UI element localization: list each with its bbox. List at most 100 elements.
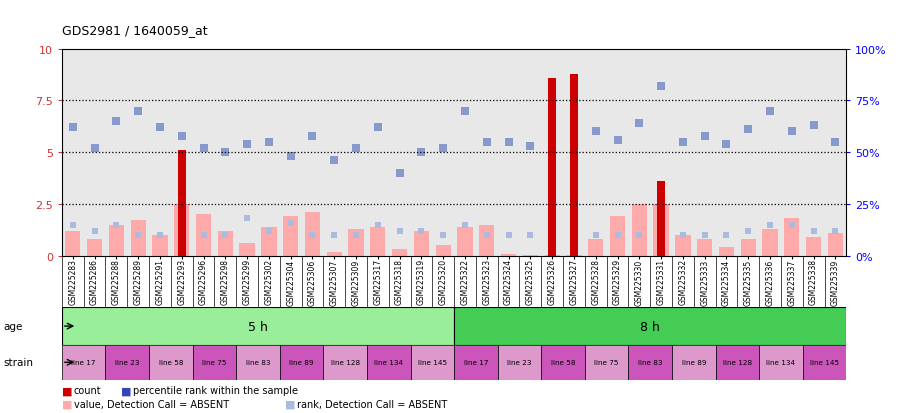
- Bar: [196, 215, 211, 256]
- Text: ■: ■: [285, 399, 296, 409]
- Bar: [370, 227, 386, 256]
- Bar: [130, 221, 146, 256]
- Text: GSM225319: GSM225319: [417, 259, 426, 305]
- Bar: [458, 227, 472, 256]
- Bar: [571, 74, 578, 256]
- Text: GSM225318: GSM225318: [395, 259, 404, 304]
- Text: line 83: line 83: [246, 359, 270, 366]
- Bar: [629, 345, 672, 380]
- Text: GSM225286: GSM225286: [90, 259, 99, 304]
- Bar: [759, 345, 803, 380]
- Text: value, Detection Call = ABSENT: value, Detection Call = ABSENT: [74, 399, 228, 409]
- Bar: [367, 345, 410, 380]
- Bar: [323, 345, 367, 380]
- Text: strain: strain: [4, 357, 34, 368]
- Text: percentile rank within the sample: percentile rank within the sample: [133, 385, 298, 395]
- Text: GSM225333: GSM225333: [700, 259, 709, 305]
- Text: ■: ■: [62, 385, 73, 395]
- Text: line 75: line 75: [594, 359, 619, 366]
- Text: GSM225334: GSM225334: [722, 259, 731, 305]
- Bar: [697, 240, 713, 256]
- Bar: [349, 229, 364, 256]
- Text: GSM225291: GSM225291: [156, 259, 165, 304]
- Text: GSM225317: GSM225317: [373, 259, 382, 305]
- Text: GSM225283: GSM225283: [68, 259, 77, 304]
- Text: ■: ■: [62, 399, 73, 409]
- Text: GSM225337: GSM225337: [787, 259, 796, 305]
- Text: line 23: line 23: [507, 359, 531, 366]
- Bar: [741, 240, 756, 256]
- Text: GSM225302: GSM225302: [265, 259, 273, 305]
- Bar: [719, 248, 734, 256]
- Text: GSM225293: GSM225293: [177, 259, 187, 305]
- Text: GSM225289: GSM225289: [134, 259, 143, 304]
- Bar: [149, 345, 193, 380]
- Bar: [62, 345, 106, 380]
- Text: GSM225328: GSM225328: [592, 259, 601, 304]
- Text: GSM225331: GSM225331: [657, 259, 665, 305]
- Bar: [544, 255, 560, 256]
- Text: GSM225330: GSM225330: [635, 259, 643, 305]
- Bar: [828, 233, 843, 256]
- Bar: [66, 231, 80, 256]
- Bar: [653, 204, 669, 256]
- Text: line 23: line 23: [115, 359, 139, 366]
- Text: GSM225304: GSM225304: [286, 259, 295, 305]
- Text: line 134: line 134: [766, 359, 795, 366]
- Text: GSM225335: GSM225335: [743, 259, 753, 305]
- Bar: [152, 235, 167, 256]
- Text: line 83: line 83: [638, 359, 662, 366]
- Bar: [763, 229, 778, 256]
- Bar: [279, 345, 323, 380]
- Bar: [549, 78, 556, 256]
- Text: line 89: line 89: [682, 359, 706, 366]
- Text: GSM225336: GSM225336: [765, 259, 774, 305]
- Bar: [108, 225, 124, 256]
- Text: GSM225296: GSM225296: [199, 259, 208, 305]
- Bar: [193, 345, 237, 380]
- Bar: [410, 345, 454, 380]
- Bar: [522, 255, 538, 256]
- Text: GSM225338: GSM225338: [809, 259, 818, 305]
- Text: GSM225309: GSM225309: [351, 259, 360, 305]
- Text: line 128: line 128: [330, 359, 359, 366]
- Bar: [327, 252, 342, 256]
- Bar: [454, 308, 846, 345]
- Bar: [436, 246, 450, 256]
- Text: ■: ■: [121, 385, 132, 395]
- Text: GDS2981 / 1640059_at: GDS2981 / 1640059_at: [62, 24, 207, 37]
- Bar: [217, 231, 233, 256]
- Bar: [566, 255, 581, 256]
- Bar: [239, 244, 255, 256]
- Bar: [392, 250, 408, 256]
- Text: line 58: line 58: [158, 359, 183, 366]
- Bar: [283, 217, 298, 256]
- Text: 8 h: 8 h: [641, 320, 660, 333]
- Text: line 145: line 145: [418, 359, 447, 366]
- Text: rank, Detection Call = ABSENT: rank, Detection Call = ABSENT: [297, 399, 447, 409]
- Bar: [414, 231, 429, 256]
- Text: line 128: line 128: [723, 359, 752, 366]
- Text: count: count: [74, 385, 101, 395]
- Text: GSM225320: GSM225320: [439, 259, 448, 305]
- Bar: [672, 345, 715, 380]
- Bar: [261, 227, 277, 256]
- Bar: [305, 213, 320, 256]
- Text: line 58: line 58: [551, 359, 575, 366]
- Text: 5 h: 5 h: [248, 320, 268, 333]
- Bar: [541, 345, 585, 380]
- Bar: [174, 204, 189, 256]
- Bar: [675, 235, 691, 256]
- Text: GSM225322: GSM225322: [460, 259, 470, 304]
- Bar: [454, 345, 498, 380]
- Text: GSM225326: GSM225326: [548, 259, 557, 305]
- Bar: [803, 345, 846, 380]
- Text: line 17: line 17: [71, 359, 96, 366]
- Bar: [657, 182, 665, 256]
- Bar: [498, 345, 541, 380]
- Text: GSM225306: GSM225306: [308, 259, 317, 305]
- Text: line 145: line 145: [810, 359, 839, 366]
- Text: GSM225298: GSM225298: [221, 259, 230, 304]
- Bar: [588, 240, 603, 256]
- Bar: [62, 308, 454, 345]
